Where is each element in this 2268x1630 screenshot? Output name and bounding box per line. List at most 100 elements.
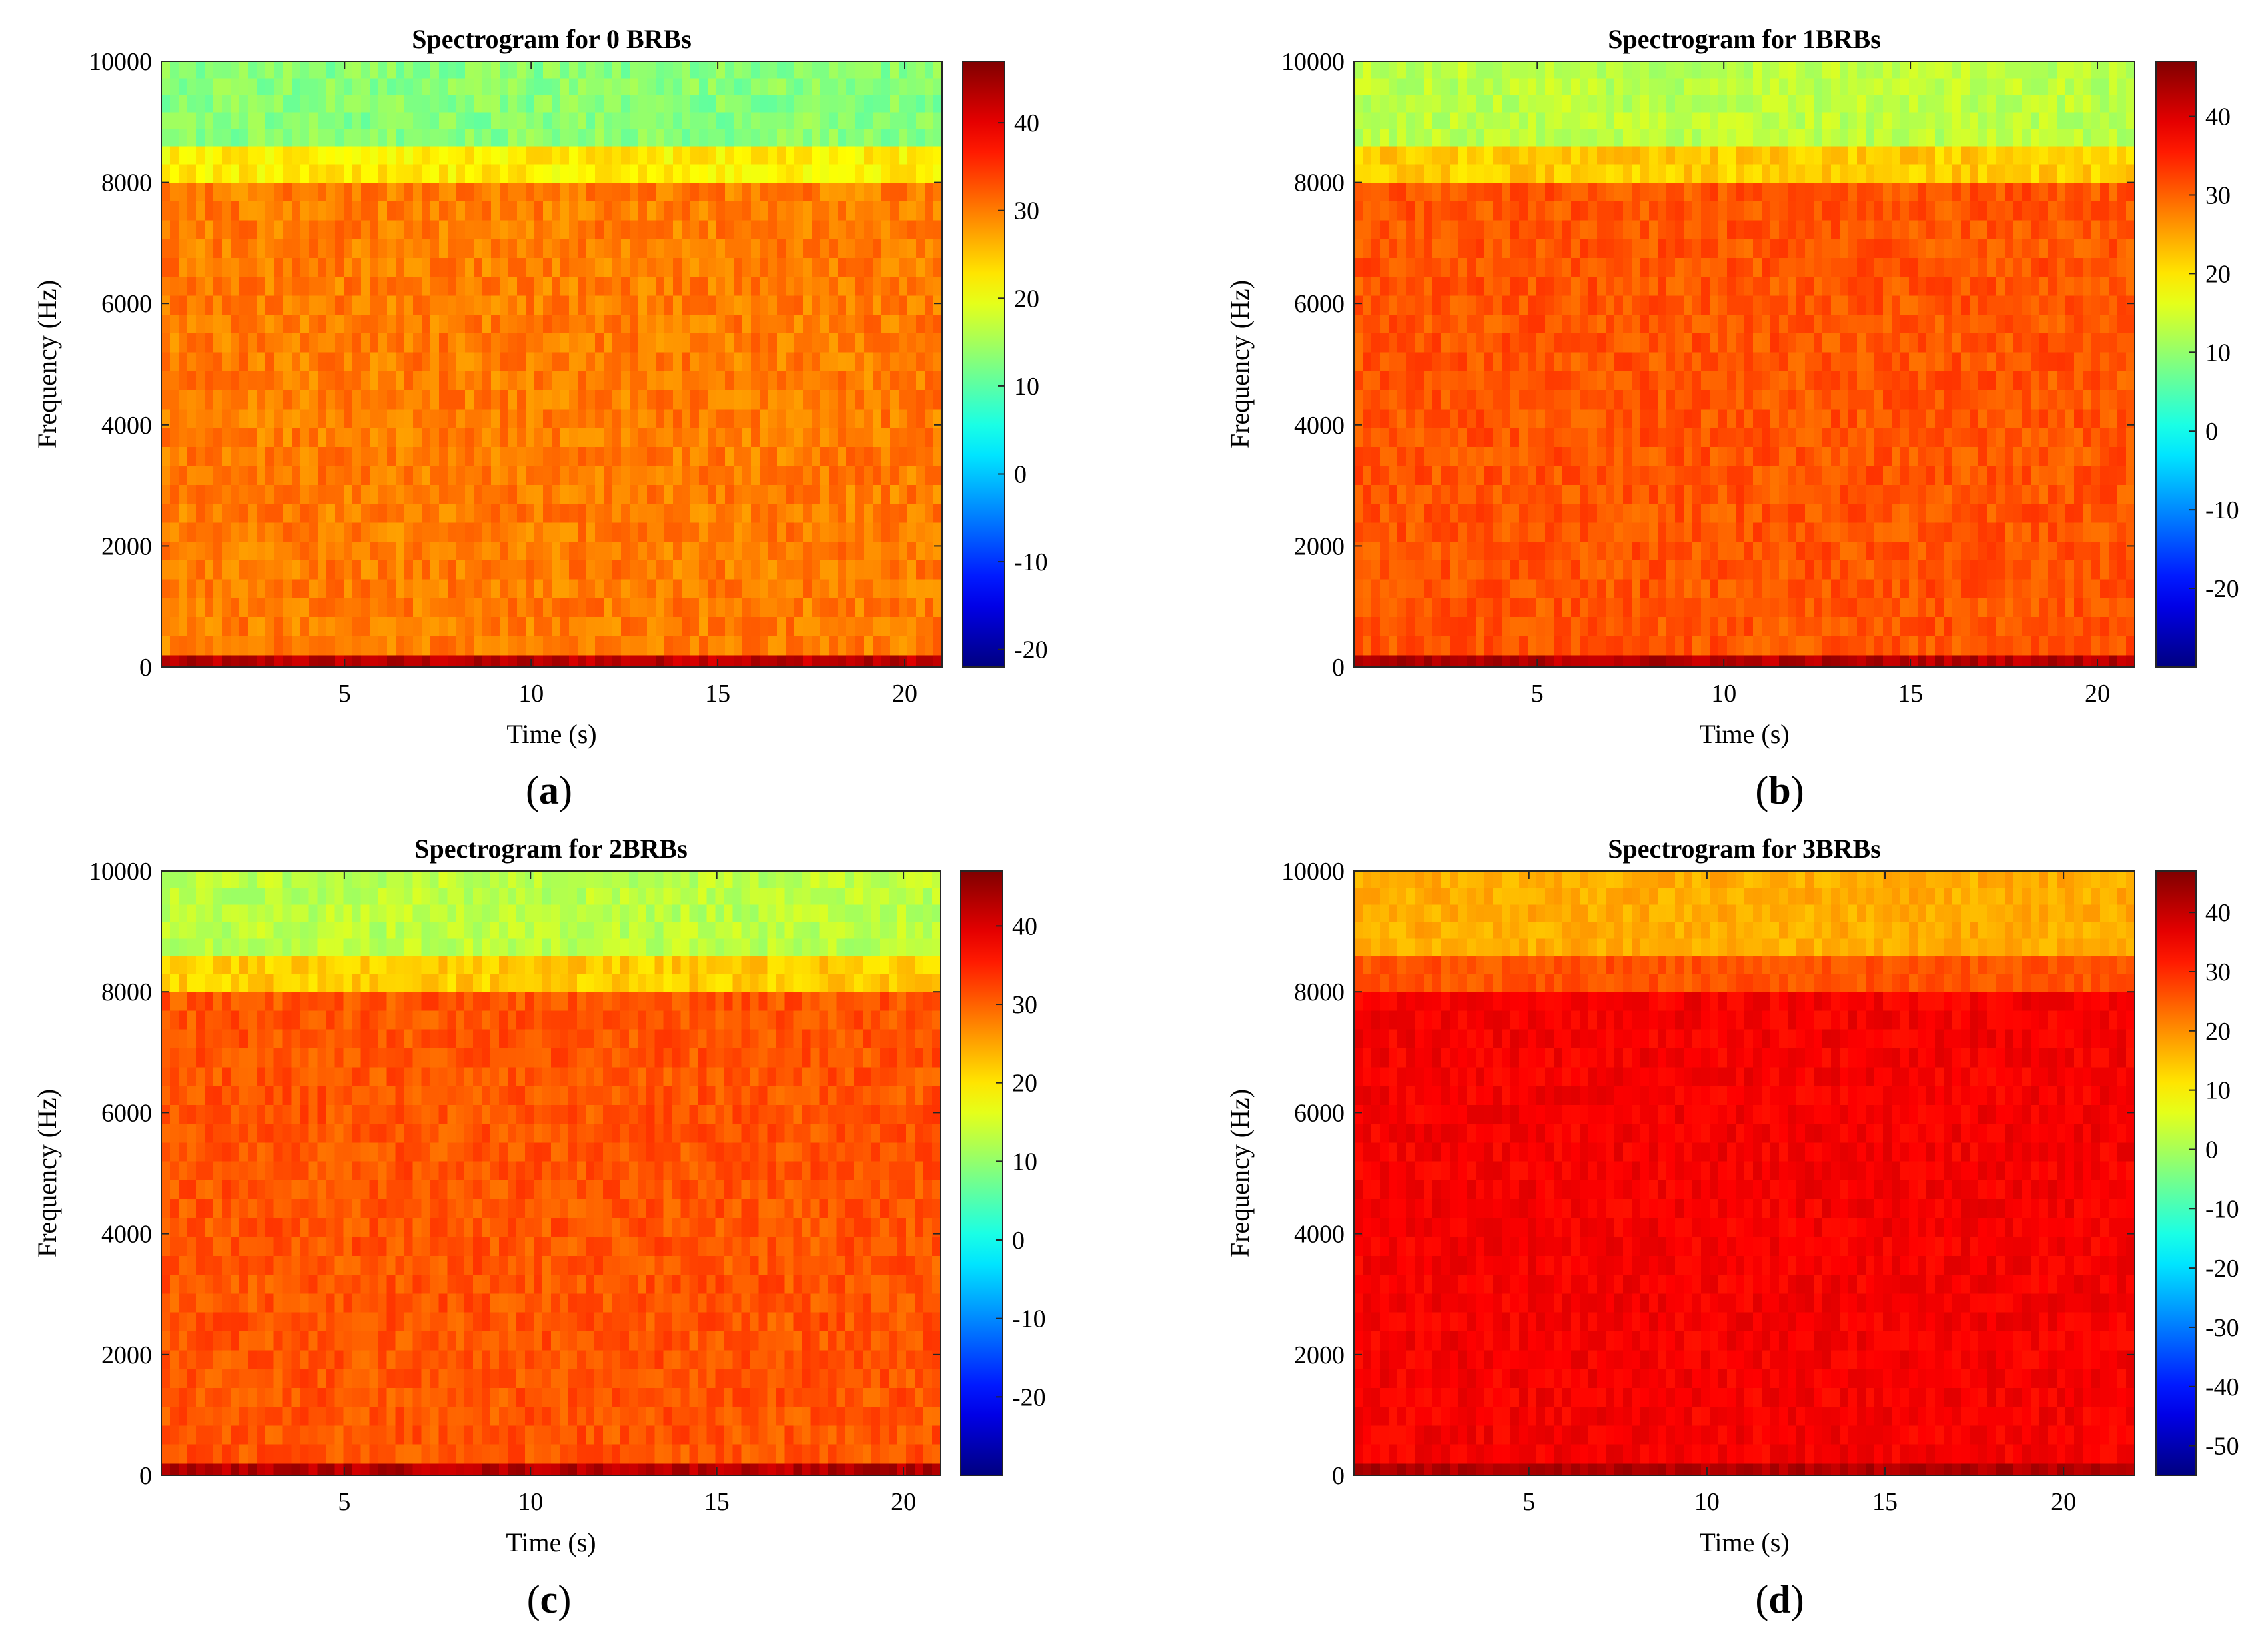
heatmap-cell — [595, 654, 604, 668]
heatmap-cell — [560, 409, 570, 429]
heatmap-cell — [846, 522, 856, 542]
heatmap-cell — [213, 201, 223, 221]
heatmap-cell — [1597, 220, 1606, 240]
heatmap-cell — [1675, 220, 1684, 240]
heatmap-cell — [231, 560, 240, 580]
heatmap-cell — [673, 654, 682, 668]
heatmap-cell — [1935, 352, 1944, 372]
heatmap-cell — [1727, 504, 1736, 524]
heatmap-cell — [378, 61, 388, 79]
heatmap-cell — [699, 257, 708, 277]
heatmap-cell — [1432, 560, 1442, 580]
heatmap-cell — [1944, 654, 1953, 668]
heatmap-cell — [1970, 579, 1979, 599]
heatmap-cell — [1363, 239, 1372, 259]
heatmap-cell — [1909, 409, 1918, 429]
heatmap-cell — [638, 636, 648, 656]
heatmap-cell — [422, 466, 431, 486]
heatmap-cell — [292, 164, 301, 183]
heatmap-cell — [1432, 484, 1442, 504]
heatmap-cell — [222, 257, 231, 277]
heatmap-cell — [352, 333, 362, 353]
heatmap-cell — [1822, 352, 1832, 372]
heatmap-cell — [1692, 182, 1702, 202]
heatmap-cell — [1354, 239, 1363, 259]
heatmap-cell — [890, 182, 899, 202]
heatmap-cell — [378, 295, 388, 315]
heatmap-cell — [1883, 522, 1892, 542]
heatmap-cell — [586, 654, 596, 668]
heatmap-cell — [292, 428, 301, 448]
heatmap-cell — [612, 447, 622, 467]
heatmap-cell — [465, 239, 474, 259]
heatmap-cell — [430, 428, 440, 448]
heatmap-cell — [621, 447, 630, 467]
heatmap-cell — [890, 466, 899, 486]
heatmap-cell — [873, 390, 882, 410]
heatmap-cell — [335, 654, 344, 668]
heatmap-cell — [361, 201, 370, 221]
heatmap-cell — [1701, 484, 1710, 504]
heatmap-cell — [205, 428, 214, 448]
heatmap-cell — [864, 541, 873, 561]
heatmap-cell — [404, 504, 414, 524]
heatmap-cell — [274, 409, 284, 429]
heatmap-cell — [864, 314, 873, 334]
heatmap-cell — [933, 314, 943, 334]
heatmap-cell — [361, 314, 370, 334]
heatmap-cell — [1666, 352, 1676, 372]
heatmap-cell — [179, 314, 188, 334]
heatmap-cell — [751, 257, 760, 277]
heatmap-cell — [543, 617, 552, 637]
heatmap-cell — [1684, 654, 1693, 668]
heatmap-cell — [1892, 295, 1901, 315]
heatmap-cell — [1710, 239, 1719, 259]
heatmap-cell — [387, 78, 396, 96]
heatmap-cell — [300, 239, 310, 259]
heatmap-cell — [404, 352, 414, 372]
heatmap-cell — [1762, 390, 1771, 410]
heatmap-cell — [526, 314, 535, 334]
heatmap-cell — [526, 277, 535, 297]
heatmap-cell — [179, 598, 188, 618]
heatmap-cell — [187, 636, 197, 656]
heatmap-cell — [526, 220, 535, 240]
heatmap-cell — [1554, 466, 1563, 486]
heatmap-cell — [1536, 504, 1546, 524]
heatmap-cell — [595, 466, 604, 486]
heatmap-cell — [552, 504, 561, 524]
heatmap-cell — [1996, 522, 2005, 542]
heatmap-cell — [1597, 598, 1606, 618]
heatmap-cell — [248, 333, 257, 353]
heatmap-cell — [1779, 504, 1788, 524]
heatmap-cell — [517, 579, 526, 599]
heatmap-cell — [1675, 371, 1684, 391]
heatmap-cell — [474, 112, 483, 130]
heatmap-cell — [422, 447, 431, 467]
heatmap-cell — [413, 617, 422, 637]
heatmap-cell — [846, 371, 856, 391]
heatmap-cell — [1701, 409, 1710, 429]
heatmap-cell — [361, 277, 370, 297]
heatmap-cell — [422, 61, 431, 79]
heatmap-cell — [777, 522, 786, 542]
heatmap-cell — [231, 129, 240, 147]
heatmap-cell — [1432, 371, 1442, 391]
heatmap-cell — [742, 579, 752, 599]
heatmap-cell — [1397, 617, 1407, 637]
heatmap-cell — [820, 352, 830, 372]
heatmap-cell — [760, 579, 769, 599]
heatmap-cell — [1970, 428, 1979, 448]
heatmap-cell — [560, 636, 570, 656]
heatmap-cell — [335, 466, 344, 486]
heatmap-cell — [612, 617, 622, 637]
heatmap-cell — [725, 352, 734, 372]
heatmap-cell — [543, 129, 552, 147]
heatmap-cell — [916, 182, 925, 202]
heatmap-cell — [855, 61, 865, 79]
heatmap-cell — [638, 78, 648, 96]
heatmap-cell — [1649, 333, 1658, 353]
heatmap-cell — [630, 333, 639, 353]
heatmap-cell — [1900, 560, 1910, 580]
heatmap-cell — [812, 654, 821, 668]
